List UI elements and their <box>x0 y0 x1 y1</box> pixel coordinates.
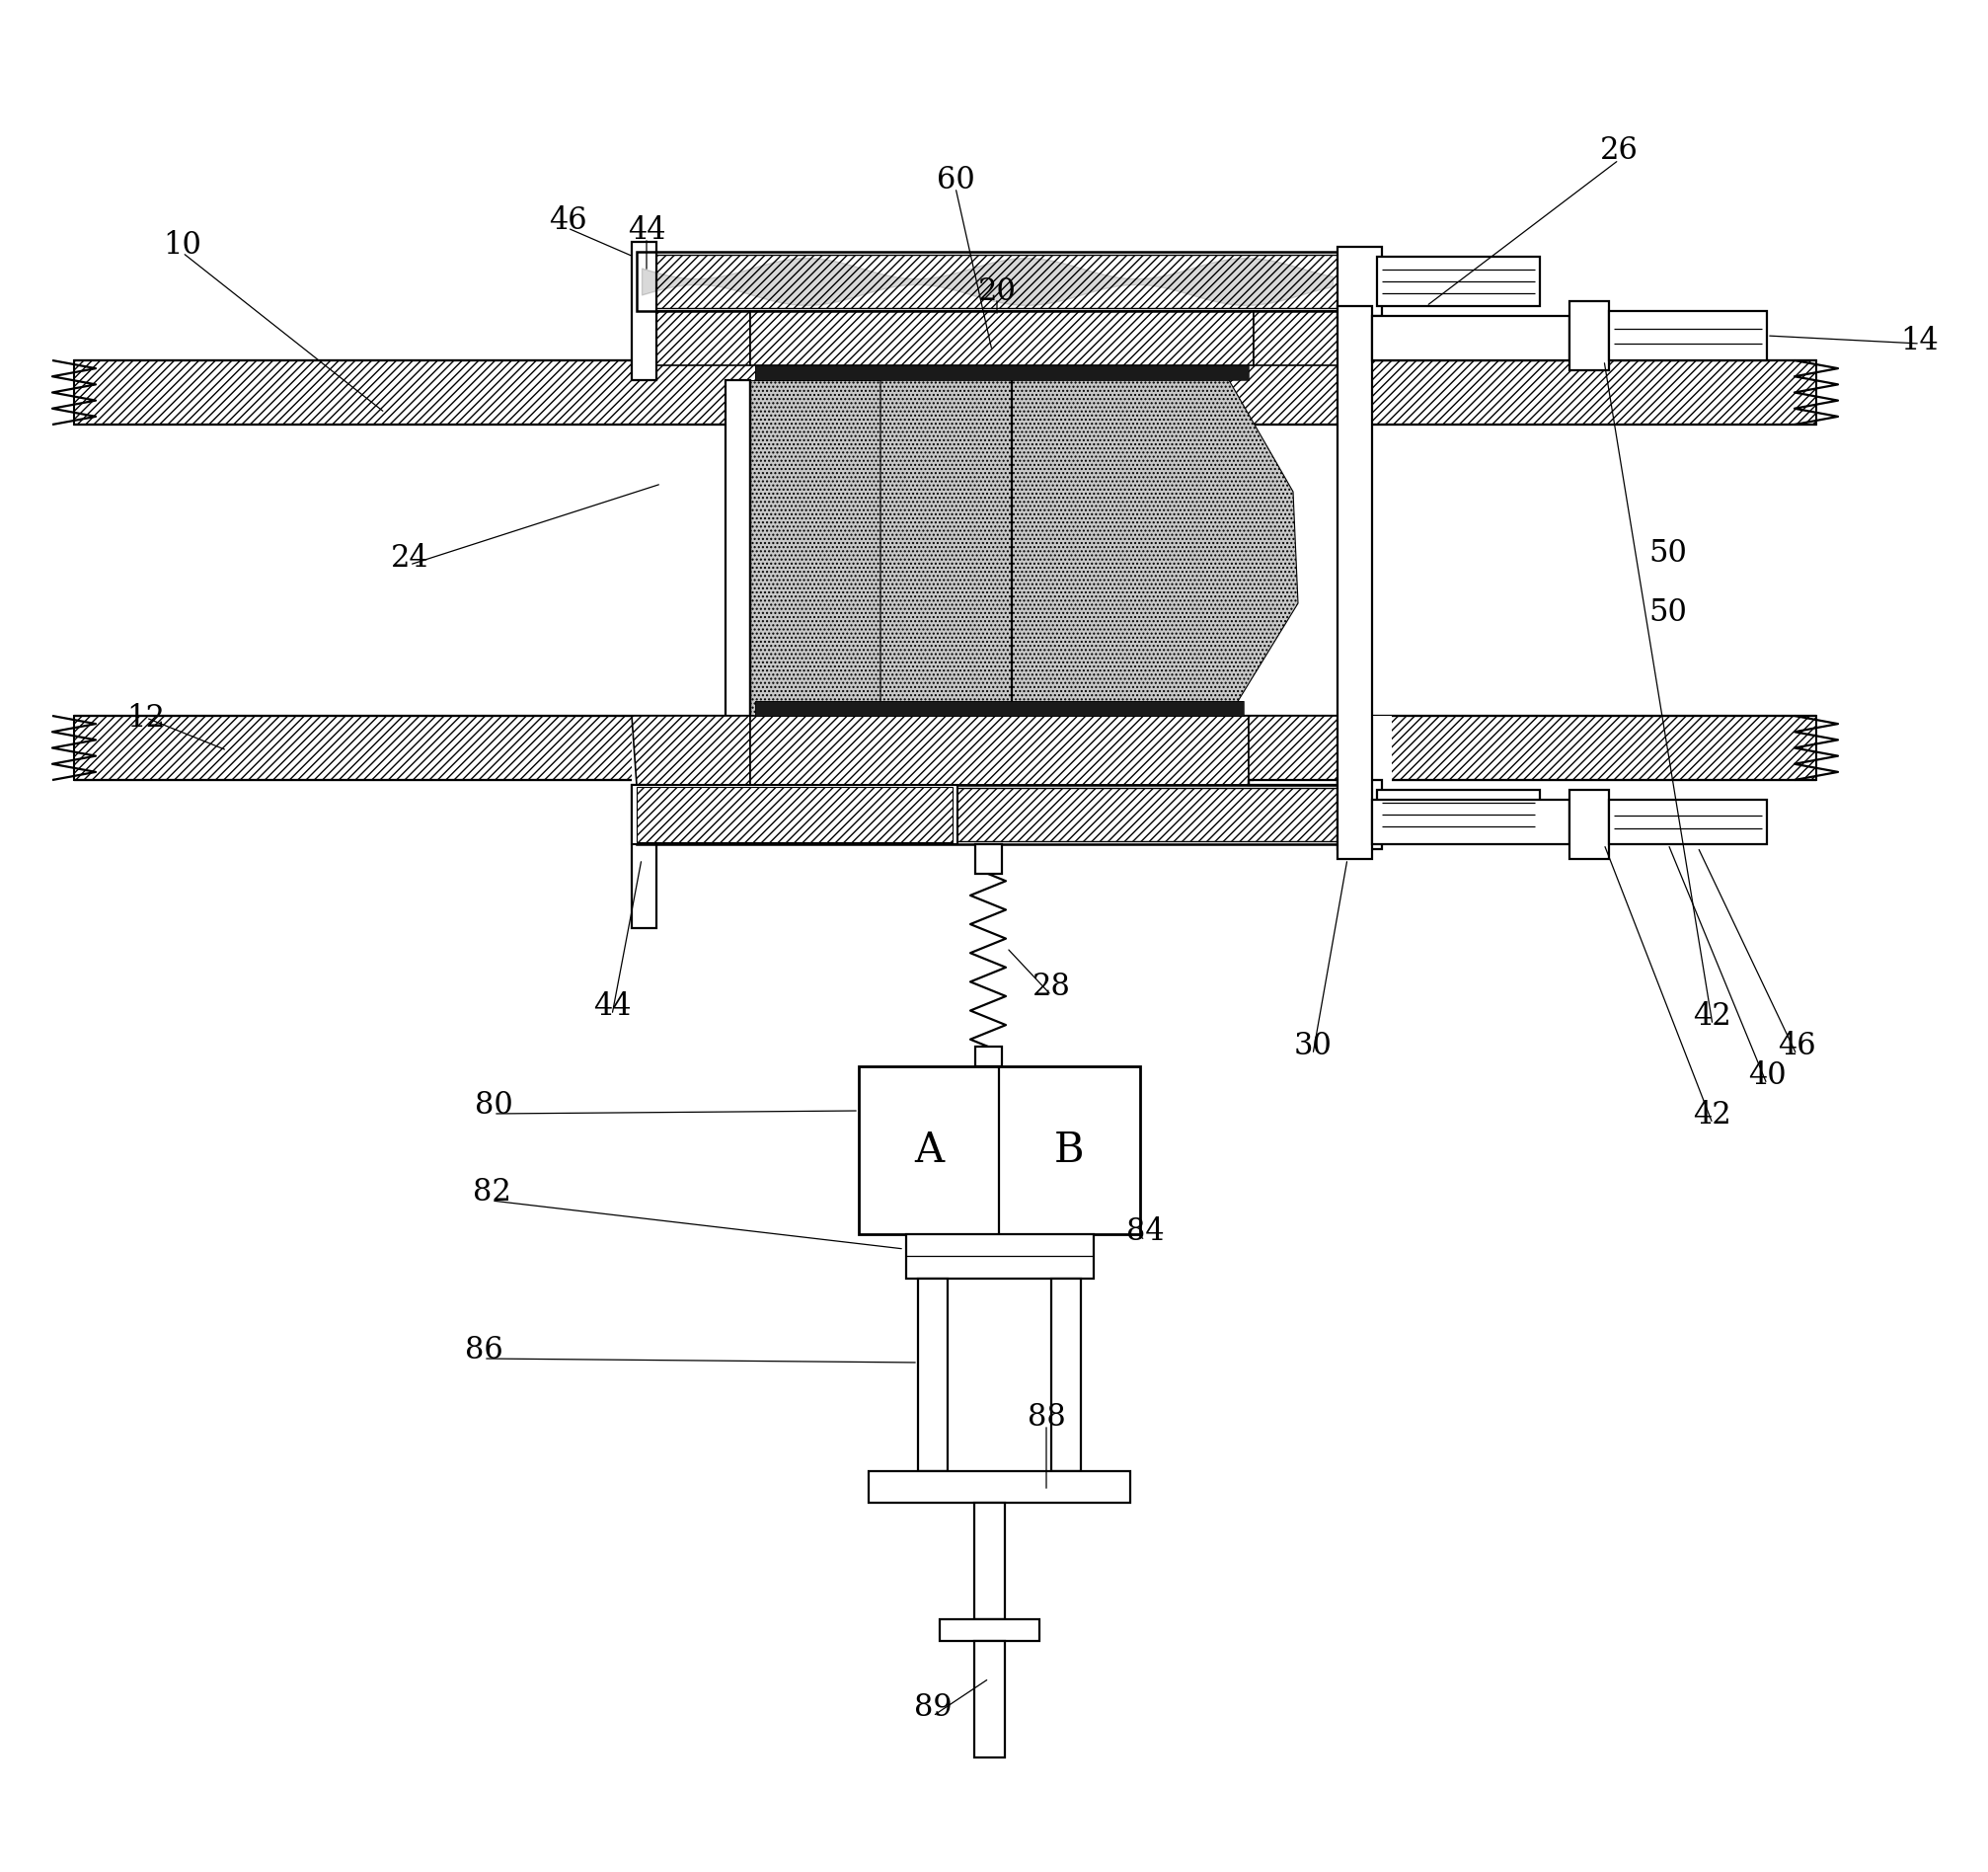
Polygon shape <box>632 311 749 365</box>
Bar <box>749 311 1252 365</box>
Bar <box>1336 307 1372 859</box>
Bar <box>974 1046 1002 1067</box>
Bar <box>1608 799 1765 844</box>
Text: 10: 10 <box>163 230 201 260</box>
Bar <box>755 365 1248 380</box>
Bar <box>1336 247 1382 316</box>
Bar <box>1012 715 1815 781</box>
Text: 44: 44 <box>628 215 666 245</box>
Bar <box>749 380 881 715</box>
Bar <box>974 1642 1004 1758</box>
Text: 89: 89 <box>912 1692 952 1724</box>
Text: 42: 42 <box>1692 1101 1732 1131</box>
Bar <box>636 255 1336 309</box>
Text: 50: 50 <box>1648 537 1686 569</box>
Text: 86: 86 <box>465 1335 503 1367</box>
Bar <box>632 715 1392 784</box>
Polygon shape <box>881 380 1298 715</box>
Bar <box>1569 790 1608 859</box>
Text: 80: 80 <box>475 1091 513 1121</box>
Bar <box>1608 311 1765 361</box>
Text: 88: 88 <box>1026 1402 1066 1432</box>
Bar <box>938 1619 1040 1642</box>
Text: 24: 24 <box>390 543 429 573</box>
Polygon shape <box>1248 715 1342 784</box>
Bar <box>859 1067 1139 1234</box>
Bar <box>1052 1279 1079 1471</box>
Text: 30: 30 <box>1292 1031 1332 1061</box>
Text: 46: 46 <box>1777 1031 1815 1061</box>
Bar <box>1376 256 1539 307</box>
Bar <box>755 700 1242 715</box>
Text: 26: 26 <box>1598 135 1638 165</box>
Bar <box>1376 790 1539 839</box>
Bar <box>632 251 1342 311</box>
Bar <box>636 784 1336 844</box>
Bar <box>636 786 952 842</box>
Text: 60: 60 <box>936 165 974 195</box>
Polygon shape <box>632 715 749 784</box>
Bar <box>726 380 749 715</box>
Bar <box>632 311 1342 365</box>
Bar <box>749 715 1248 784</box>
Bar <box>1248 781 1336 784</box>
Text: 20: 20 <box>978 275 1016 307</box>
Bar <box>1372 316 1569 361</box>
Bar <box>632 784 656 929</box>
Bar <box>1012 361 1815 425</box>
Text: 46: 46 <box>549 204 586 236</box>
Bar <box>632 784 956 844</box>
Bar <box>1569 301 1608 371</box>
Bar <box>869 1471 1129 1503</box>
Bar <box>918 1279 946 1471</box>
Bar <box>632 241 656 380</box>
Text: B: B <box>1054 1129 1083 1172</box>
Text: 40: 40 <box>1747 1061 1785 1091</box>
Text: 44: 44 <box>592 992 630 1022</box>
Bar <box>74 715 1012 781</box>
Text: 12: 12 <box>127 702 165 734</box>
Text: A: A <box>914 1129 942 1172</box>
Text: 14: 14 <box>1901 326 1938 356</box>
Bar <box>974 1503 1004 1619</box>
Text: 28: 28 <box>1032 972 1070 1003</box>
Bar <box>1372 799 1569 844</box>
Bar <box>755 365 1248 380</box>
Bar <box>636 788 1336 841</box>
Text: 82: 82 <box>473 1177 511 1207</box>
Bar <box>636 251 1336 311</box>
Bar <box>1336 781 1382 850</box>
Bar <box>907 1234 1093 1279</box>
Bar <box>755 700 1242 715</box>
Polygon shape <box>1252 311 1342 365</box>
Text: 84: 84 <box>1125 1217 1163 1247</box>
Bar <box>636 784 1336 844</box>
Bar <box>974 844 1002 874</box>
Bar <box>632 784 956 844</box>
Text: 50: 50 <box>1648 597 1686 627</box>
Text: 42: 42 <box>1692 1002 1732 1031</box>
Bar <box>74 361 1012 425</box>
